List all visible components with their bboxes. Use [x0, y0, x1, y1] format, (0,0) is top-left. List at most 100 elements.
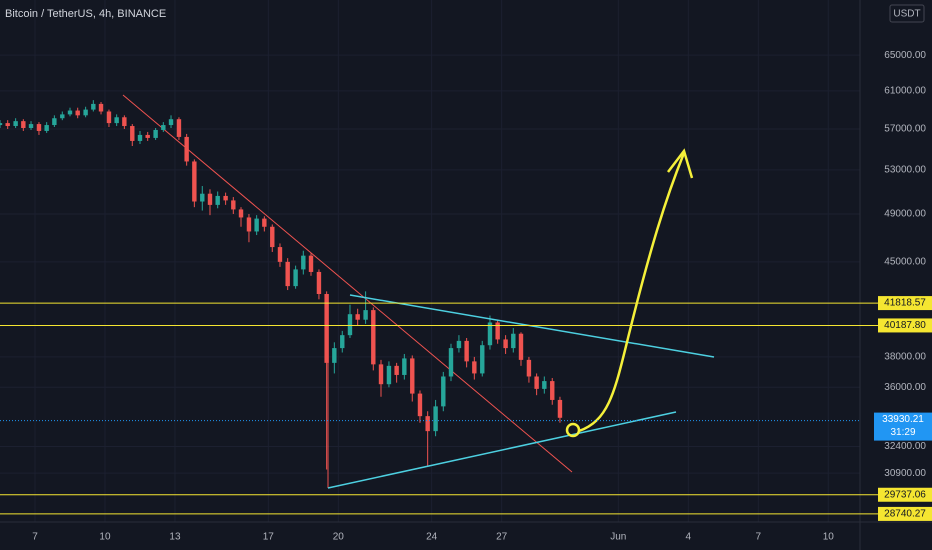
- currency-box[interactable]: [889, 4, 925, 23]
- candle-body: [60, 114, 65, 119]
- x-tick-label: 27: [496, 532, 508, 543]
- y-tick-label: 65000.00: [884, 50, 926, 61]
- candle-body: [371, 310, 376, 365]
- y-tick-label: 61000.00: [884, 85, 926, 96]
- y-tick-label: 49000.00: [884, 209, 926, 220]
- candle-body: [28, 124, 34, 128]
- level-badge: [878, 296, 932, 311]
- candle-body: [270, 226, 275, 248]
- candle-body: [0, 123, 3, 126]
- candle-body: [417, 393, 423, 417]
- candle-body: [215, 195, 220, 205]
- x-tick-label: 20: [333, 532, 345, 543]
- level-badge: [878, 318, 932, 333]
- candle-body: [503, 339, 508, 349]
- candle-body: [410, 358, 415, 394]
- x-tick-label: 10: [99, 532, 111, 543]
- candle-body: [91, 103, 96, 110]
- last-price-label: 33930.21: [882, 414, 924, 425]
- candle-body: [355, 314, 360, 320]
- y-tick-label: 45000.00: [884, 257, 926, 268]
- grid: [0, 0, 860, 522]
- candle-body: [75, 110, 80, 116]
- level-badge: [878, 506, 932, 521]
- chart-title: Bitcoin / TetherUS, 4h, BINANCE: [5, 8, 166, 20]
- x-tick-label: 24: [426, 532, 438, 543]
- candle-body: [316, 271, 322, 294]
- candle-body: [52, 118, 57, 126]
- y-tick-label: 53000.00: [884, 165, 926, 176]
- candle-body: [200, 193, 205, 202]
- candle-body: [433, 406, 438, 432]
- level-badge: [878, 487, 932, 502]
- candle-body: [130, 126, 135, 141]
- candle-body: [122, 117, 127, 127]
- candle-body: [114, 117, 119, 124]
- x-tick-label: 17: [263, 532, 275, 543]
- countdown: 31:29: [890, 427, 915, 438]
- candle-body: [557, 399, 563, 418]
- last-price-badge: [874, 412, 932, 441]
- candle-body: [464, 340, 469, 362]
- candle-body: [176, 119, 182, 137]
- candle-body: [386, 365, 392, 385]
- x-tick-label: Jun: [610, 532, 626, 543]
- triangle-bottom: [327, 411, 677, 489]
- candle-body: [332, 348, 337, 363]
- candle-body: [487, 322, 493, 346]
- level-label: 41818.57: [884, 298, 926, 309]
- x-tick-label: 13: [169, 532, 181, 543]
- candle-body: [153, 129, 158, 138]
- candle-body: [277, 247, 283, 262]
- candle-body: [394, 365, 399, 375]
- candle-body: [550, 381, 555, 400]
- levels: 41818.57 40187.80 29737.06 28740.27 33930.21…: [0, 296, 932, 521]
- candle-body: [223, 195, 228, 201]
- candle-body: [301, 255, 306, 270]
- y-tick-label: 32400.00: [884, 441, 926, 452]
- candle-body: [161, 125, 166, 130]
- candle-body: [472, 361, 477, 374]
- candle-body: [511, 333, 516, 349]
- candle-body: [448, 348, 454, 377]
- projection-arrow: [578, 152, 686, 433]
- y-tick-label: 57000.00: [884, 124, 926, 135]
- candle-body: [98, 103, 104, 112]
- candle-body: [402, 358, 407, 375]
- candle-body: [340, 335, 345, 349]
- y-tick-label: 38000.00: [884, 352, 926, 363]
- candle-body: [441, 376, 446, 407]
- candle-body: [207, 193, 213, 205]
- candle-body: [347, 314, 353, 336]
- level-label: 40187.80: [884, 320, 926, 331]
- axes: 65000.00 61000.00 57000.00 53000.00 49000.00…: [32, 50, 926, 543]
- candle-body: [145, 134, 150, 138]
- candle-body: [192, 161, 197, 202]
- candle-body: [518, 333, 524, 360]
- trendline: [122, 94, 573, 473]
- candles: [0, 100, 563, 470]
- candle-body: [83, 109, 88, 116]
- candle-body: [44, 125, 49, 131]
- candle-body: [526, 359, 532, 377]
- candle-body: [5, 123, 10, 127]
- candle-body: [324, 293, 329, 363]
- x-tick-label: 10: [823, 532, 835, 543]
- currency: USDT: [893, 9, 920, 20]
- triangle-top: [349, 294, 715, 358]
- candle-body: [542, 381, 547, 389]
- y-tick-label: 30900.00: [884, 468, 926, 479]
- level-label: 28740.27: [884, 509, 926, 520]
- arrow-head: [667, 148, 694, 179]
- candle-body: [137, 134, 143, 141]
- candle-body: [36, 124, 42, 131]
- level-label: 29737.06: [884, 489, 926, 500]
- candle-body: [293, 269, 298, 287]
- x-tick-label: 7: [32, 532, 38, 543]
- candle-body: [184, 136, 189, 162]
- candle-body: [246, 217, 252, 232]
- candle-body: [168, 119, 174, 126]
- candle-body: [21, 121, 26, 128]
